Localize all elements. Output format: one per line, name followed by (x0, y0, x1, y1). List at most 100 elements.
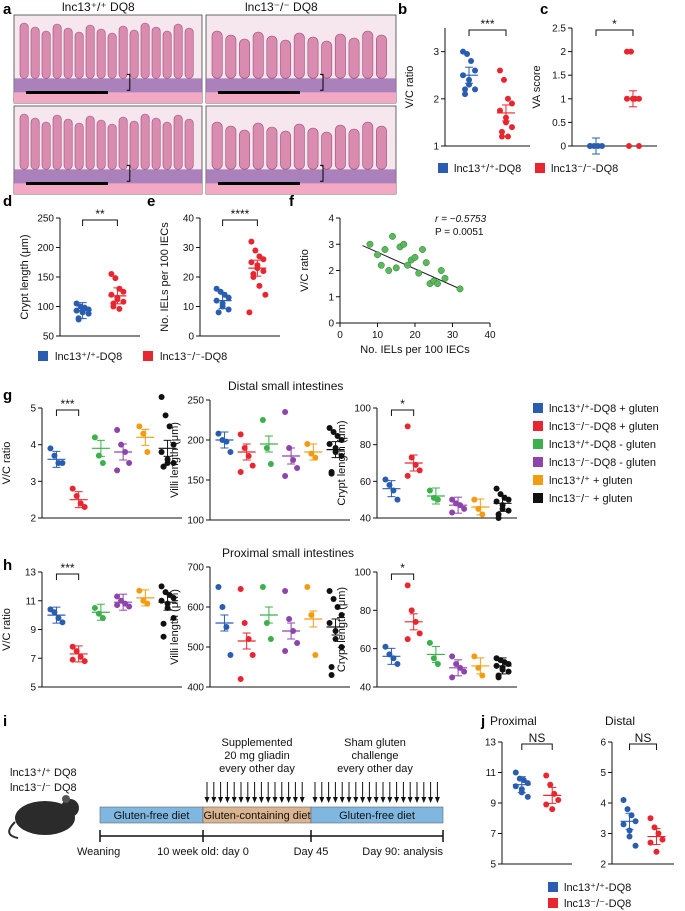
data-point (294, 640, 301, 646)
y-tick-label: 11 (26, 596, 37, 607)
data-point (498, 133, 505, 140)
significance-label: *** (61, 561, 75, 575)
y-tick-label: 100 (354, 404, 371, 415)
villus (151, 26, 161, 79)
arrow-head (231, 797, 237, 803)
y-tick-label: 5 (600, 768, 606, 779)
data-point (164, 460, 171, 466)
y-axis-label: VA score (531, 65, 543, 108)
data-point (136, 423, 143, 430)
data-point (144, 449, 151, 455)
scale-bar (26, 91, 108, 94)
data-point (404, 582, 411, 589)
panel-letter-g: g (3, 387, 12, 404)
significance-bracket (521, 743, 553, 750)
y-tick-label: 1 (328, 292, 334, 303)
y-axis-label: V/C ratio (404, 66, 416, 109)
panel-a-micrographs: lnc13⁺/⁺ DQ8 lnc13⁻/⁻ DQ8 (13, 0, 397, 195)
muscle-layer (206, 92, 396, 103)
y-tick-label: 5 (490, 860, 496, 871)
data-point (392, 264, 400, 272)
data-point (81, 658, 88, 665)
arrow-head (428, 797, 434, 803)
data-point (250, 274, 257, 280)
significance-bracket (468, 29, 507, 36)
data-point (382, 643, 389, 650)
data-point (215, 430, 222, 437)
data-point (330, 596, 337, 602)
data-point (328, 672, 335, 678)
data-point (449, 674, 456, 681)
data-point (394, 661, 401, 667)
data-point (462, 86, 469, 93)
crypt-bracket (320, 73, 324, 91)
legend-ko-swatch (143, 351, 153, 361)
data-point (59, 460, 66, 466)
panel-letters: a b c d e f g h i j (3, 1, 548, 730)
note-line: every other day (219, 763, 295, 775)
villus (107, 32, 117, 79)
y-tick-label: 50 (43, 332, 55, 343)
villus (41, 121, 51, 170)
villus (252, 122, 264, 170)
diet-label: Gluten-free diet (339, 810, 415, 822)
y-tick-label: 40 (360, 514, 372, 525)
data-point (246, 309, 253, 316)
data-point (47, 445, 54, 452)
data-point (508, 124, 515, 131)
villus (63, 27, 73, 79)
data-point (404, 423, 411, 430)
y-tick-label: 30 (183, 243, 195, 254)
crypt-layer (14, 78, 202, 93)
data-point (294, 465, 301, 471)
y-tick-label: 600 (187, 603, 204, 614)
y-tick-label: 3 (433, 47, 439, 58)
data-point (215, 309, 222, 316)
villus (307, 36, 319, 79)
significance-label: *** (480, 17, 494, 31)
y-tick-label: 100 (187, 516, 204, 527)
data-point (160, 463, 167, 470)
legend-j: lnc13⁺/⁺-DQ8 lnc13⁻/⁻-DQ8 (548, 882, 631, 910)
y-axis-label: Crypt length (μm) (336, 587, 348, 672)
villus (30, 117, 40, 170)
arrow-head (245, 797, 251, 803)
significance-bracket (82, 219, 118, 226)
arrow-head (312, 797, 318, 803)
data-point (227, 449, 234, 455)
villus (184, 27, 194, 79)
legend-swatch (533, 403, 543, 413)
data-point (471, 496, 478, 503)
villus (348, 128, 360, 170)
significance-label: ** (95, 207, 105, 221)
data-point (126, 603, 133, 610)
villus (266, 126, 278, 170)
crypt-bracket (126, 73, 131, 91)
y-tick-label: 2 (600, 860, 606, 871)
data-point (249, 652, 256, 658)
y-tick-label: 0 (560, 142, 566, 153)
data-point (382, 476, 389, 483)
villus (211, 30, 223, 79)
data-point (126, 460, 133, 466)
crypt-layer (206, 78, 396, 93)
data-point (330, 429, 337, 435)
villus (362, 121, 374, 170)
micrograph-tile (205, 14, 397, 104)
y-axis-label: V/C ratio (299, 249, 311, 292)
data-point (472, 67, 479, 74)
villus (239, 38, 250, 79)
villus (19, 22, 29, 79)
data-point (237, 469, 244, 475)
data-point (262, 291, 269, 298)
col2-label: lnc13⁻/⁻ DQ8 (245, 0, 318, 14)
chart-h-villi: 400 500 600 700 Villi length (μm) (169, 563, 350, 694)
data-point (496, 107, 503, 114)
x-axis-label: No. IELs per 100 IECs (360, 344, 470, 356)
mouse-label: lnc13⁻/⁻ DQ8 (10, 782, 77, 794)
data-point (543, 801, 550, 808)
arrow-head (366, 797, 372, 803)
legend-ko-swatch (548, 898, 558, 908)
data-point (422, 259, 430, 267)
